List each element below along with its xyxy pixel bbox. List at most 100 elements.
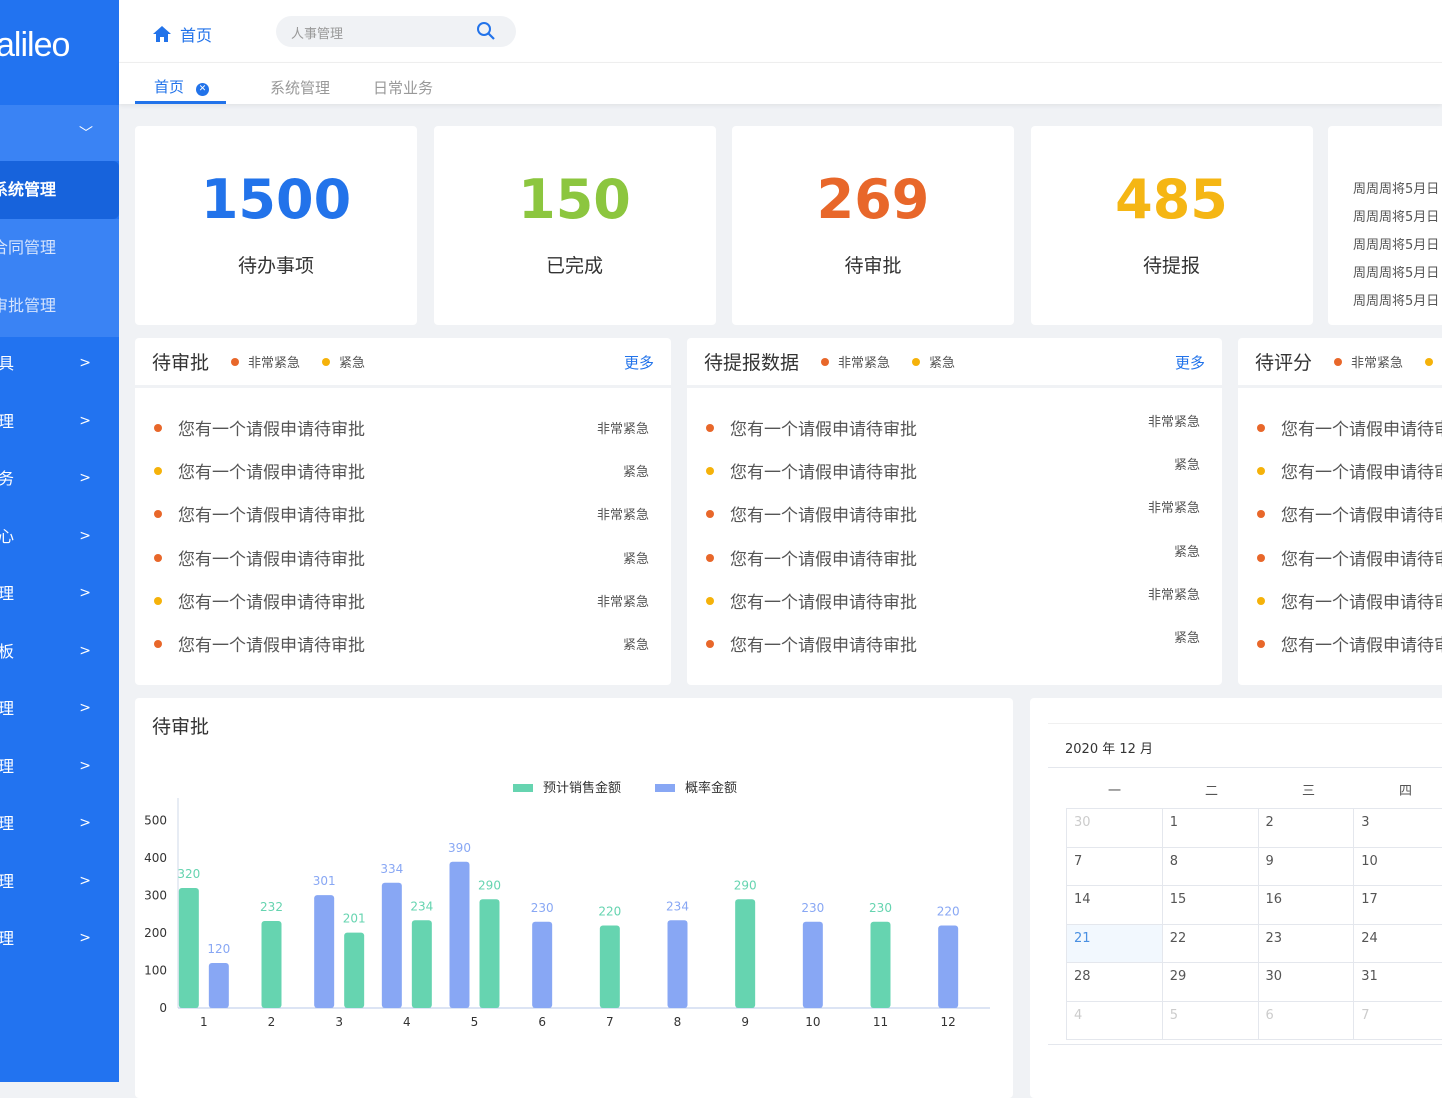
calendar-day[interactable]: 28 bbox=[1066, 962, 1163, 1002]
sidebar-item-contract[interactable]: 合同管理 bbox=[0, 219, 119, 277]
tab-home[interactable]: 首页 ✕ bbox=[154, 76, 210, 97]
calendar-day[interactable]: 30 bbox=[1257, 962, 1355, 1002]
sidebar-item[interactable]: 心 > bbox=[0, 508, 119, 565]
calendar-day[interactable]: 23 bbox=[1257, 923, 1355, 963]
calendar-day[interactable]: 22 bbox=[1161, 923, 1259, 963]
dot-icon bbox=[706, 510, 714, 519]
sidebar-item[interactable]: 理 > bbox=[0, 910, 119, 967]
more-link[interactable]: 更多 bbox=[1174, 354, 1205, 372]
sidebar-item-label: 理 bbox=[0, 814, 15, 833]
calendar-day[interactable]: 29 bbox=[1161, 962, 1259, 1002]
stat-card[interactable]: 150 已完成 bbox=[433, 126, 716, 325]
notice-item[interactable]: 周周周将5月日 bbox=[1353, 210, 1440, 225]
x-tick-label: 10 bbox=[805, 1015, 820, 1029]
calendar-day[interactable]: 24 bbox=[1353, 923, 1442, 963]
calendar-day[interactable]: 10 bbox=[1353, 846, 1442, 886]
list-item[interactable]: 您有一个请假申请待审批 bbox=[1257, 545, 1442, 570]
legend-urgent: 紧急 bbox=[1425, 352, 1442, 371]
stat-value: 269 bbox=[816, 168, 930, 231]
dot-icon bbox=[706, 467, 714, 476]
list-item[interactable]: 您有一个请假申请待审批 紧急 bbox=[154, 458, 649, 483]
calendar-day[interactable]: 15 bbox=[1161, 885, 1259, 925]
sidebar-item[interactable]: 板 > bbox=[0, 623, 119, 680]
dot-icon bbox=[1257, 553, 1265, 562]
sidebar-item[interactable]: 理 > bbox=[0, 853, 119, 910]
bar bbox=[449, 861, 470, 1008]
list-item[interactable]: 您有一个请假申请待审批 紧急 bbox=[706, 458, 1200, 483]
more-link[interactable]: 更多 bbox=[623, 354, 654, 372]
search-icon[interactable] bbox=[476, 21, 496, 41]
menu-collapse-toggle[interactable]: ﹀ bbox=[0, 105, 119, 161]
chart-title: 待审批 bbox=[152, 716, 210, 738]
stat-card[interactable]: 269 待审批 bbox=[732, 126, 1014, 325]
sidebar-item[interactable]: 务 > bbox=[0, 450, 119, 507]
task-panel: 待审批 非常紧急 紧急 更多 您有一个请假申请待审批 非常紧急 您有一个请假申请待审批… bbox=[135, 338, 671, 685]
close-icon[interactable]: ✕ bbox=[196, 83, 210, 96]
data-label: 301 bbox=[313, 874, 336, 888]
sidebar-item[interactable]: 理 > bbox=[0, 393, 119, 450]
sidebar-item-approval[interactable]: 审批管理 bbox=[0, 277, 119, 337]
list-item[interactable]: 您有一个请假申请待审批 非常紧急 bbox=[154, 415, 649, 440]
calendar-day[interactable]: 2 bbox=[1257, 808, 1355, 848]
list-item[interactable]: 您有一个请假申请待审批 bbox=[1257, 631, 1442, 656]
stat-card[interactable]: 485 待提报 bbox=[1030, 126, 1313, 325]
notice-item[interactable]: 周周周将5月日 bbox=[1353, 294, 1440, 309]
tab-daily[interactable]: 日常业务 bbox=[373, 79, 434, 97]
dot-icon bbox=[1334, 357, 1343, 366]
item-tag: 紧急 bbox=[622, 465, 649, 481]
search-input[interactable]: 人事管理 bbox=[276, 16, 516, 47]
list-item[interactable]: 您有一个请假申请待审批 非常紧急 bbox=[706, 415, 1200, 440]
sidebar-item[interactable]: 具 > bbox=[0, 335, 119, 392]
bar bbox=[208, 963, 229, 1008]
list-item[interactable]: 您有一个请假申请待审批 非常紧急 bbox=[154, 501, 649, 526]
dot-icon bbox=[154, 553, 162, 562]
calendar-day[interactable]: 5 bbox=[1161, 1000, 1259, 1040]
list-item[interactable]: 您有一个请假申请待审批 紧急 bbox=[706, 545, 1200, 570]
calendar-day[interactable]: 3 bbox=[1353, 808, 1442, 848]
list-item[interactable]: 您有一个请假申请待审批 非常紧急 bbox=[706, 588, 1200, 613]
calendar-day[interactable]: 9 bbox=[1257, 846, 1355, 886]
list-item[interactable]: 您有一个请假申请待审批 bbox=[1257, 415, 1442, 440]
y-tick-label: 0 bbox=[159, 1001, 167, 1015]
dot-icon bbox=[821, 357, 830, 366]
data-label: 230 bbox=[531, 901, 554, 915]
sidebar-item[interactable]: 理 > bbox=[0, 795, 119, 852]
y-tick-label: 300 bbox=[144, 889, 167, 903]
calendar-day[interactable]: 21 bbox=[1066, 923, 1163, 963]
calendar-day[interactable]: 6 bbox=[1257, 1000, 1355, 1040]
list-item[interactable]: 您有一个请假申请待审批 紧急 bbox=[154, 545, 649, 570]
calendar-day[interactable]: 8 bbox=[1161, 846, 1259, 886]
notice-item[interactable]: 周周周将5月日 bbox=[1353, 266, 1440, 281]
list-item[interactable]: 您有一个请假申请待审批 紧急 bbox=[706, 631, 1200, 656]
notice-item[interactable]: 周周周将5月日 bbox=[1353, 238, 1440, 253]
calendar-day[interactable]: 17 bbox=[1353, 885, 1442, 925]
calendar-day[interactable]: 14 bbox=[1066, 885, 1163, 925]
calendar-day[interactable]: 7 bbox=[1066, 846, 1163, 886]
dot-icon bbox=[706, 553, 714, 562]
calendar-day[interactable]: 31 bbox=[1353, 962, 1442, 1002]
list-item[interactable]: 您有一个请假申请待审批 非常紧急 bbox=[706, 501, 1200, 526]
calendar-day[interactable]: 30 bbox=[1066, 808, 1163, 848]
dot-icon bbox=[1257, 424, 1265, 432]
list-item[interactable]: 您有一个请假申请待审批 非常紧急 bbox=[154, 588, 649, 613]
legend-very-urgent: 非常紧急 bbox=[1334, 352, 1403, 371]
calendar-day[interactable]: 1 bbox=[1161, 808, 1259, 848]
sidebar-item[interactable]: 理 > bbox=[0, 565, 119, 622]
notice-item[interactable]: 周周周将5月日 bbox=[1353, 182, 1440, 197]
sidebar-item[interactable]: 理 > bbox=[0, 680, 119, 737]
sidebar-item-system[interactable]: 系统管理 bbox=[0, 161, 119, 219]
home-link[interactable]: 首页 bbox=[152, 22, 212, 46]
list-item[interactable]: 您有一个请假申请待审批 bbox=[1257, 588, 1442, 613]
list-item[interactable]: 您有一个请假申请待审批 紧急 bbox=[154, 631, 649, 656]
calendar-day[interactable]: 16 bbox=[1257, 885, 1355, 925]
list-item[interactable]: 您有一个请假申请待审批 bbox=[1257, 501, 1442, 526]
calendar-day[interactable]: 7 bbox=[1353, 1000, 1442, 1040]
sidebar-item-label: 理 bbox=[0, 756, 15, 776]
tab-system[interactable]: 系统管理 bbox=[270, 79, 331, 97]
legend-label: 紧急 bbox=[339, 356, 366, 371]
stat-card[interactable]: 1500 待办事项 bbox=[135, 126, 417, 325]
bar bbox=[261, 921, 282, 1008]
sidebar-item[interactable]: 理 > bbox=[0, 738, 119, 795]
list-item[interactable]: 您有一个请假申请待审批 bbox=[1257, 458, 1442, 483]
calendar-day[interactable]: 4 bbox=[1066, 1000, 1163, 1040]
